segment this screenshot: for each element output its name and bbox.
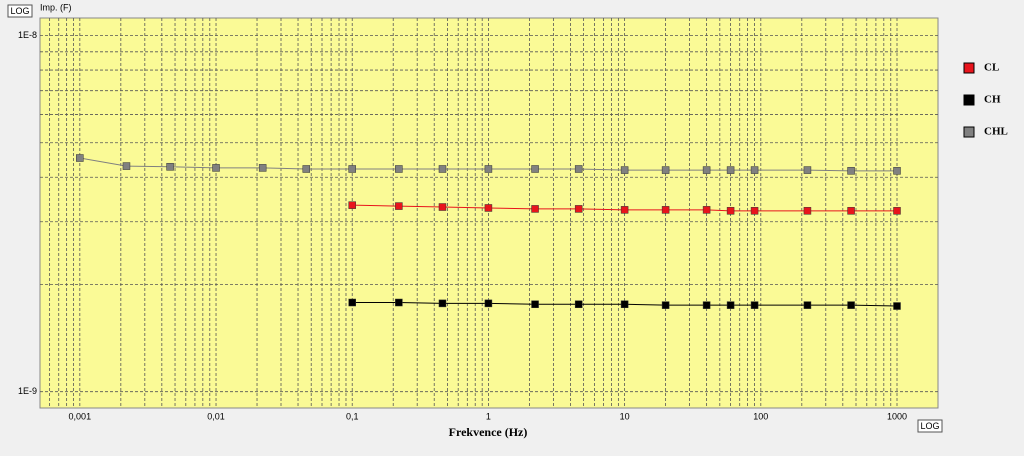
point-marker xyxy=(726,166,735,174)
y-tick-label: 1E-9 xyxy=(18,386,37,396)
point-marker xyxy=(122,162,131,170)
point-marker xyxy=(661,301,670,309)
point-marker xyxy=(395,298,403,307)
point-marker xyxy=(166,163,174,171)
point-marker xyxy=(803,207,812,215)
point-marker xyxy=(76,154,84,162)
point-marker xyxy=(574,165,583,173)
point-marker xyxy=(484,204,493,212)
x-tick-label: 0,1 xyxy=(346,411,359,421)
point-marker xyxy=(395,202,403,210)
x-tick-label: 0,001 xyxy=(69,411,92,421)
point-marker xyxy=(893,167,901,175)
series-line xyxy=(352,302,898,307)
legend-swatch xyxy=(963,94,975,106)
legend-label: CL xyxy=(984,62,999,74)
point-marker xyxy=(574,300,583,309)
x-tick-label: 0,01 xyxy=(207,411,225,421)
legend-label: CHL xyxy=(984,126,1008,138)
y-tick-label: 1E-8 xyxy=(18,30,37,40)
x-tick-label: 1 xyxy=(486,411,491,421)
point-marker xyxy=(847,207,855,215)
x-tick-label: 10 xyxy=(620,411,630,421)
point-marker xyxy=(726,301,735,309)
point-marker xyxy=(893,207,901,215)
point-marker xyxy=(847,167,855,175)
point-marker xyxy=(531,165,539,173)
point-marker xyxy=(484,299,493,308)
legend-swatch xyxy=(963,62,975,74)
point-marker xyxy=(258,164,267,172)
point-marker xyxy=(726,207,735,215)
series-line xyxy=(352,204,898,212)
point-marker xyxy=(750,166,759,174)
x-tick-label: 1000 xyxy=(887,411,907,421)
point-marker xyxy=(438,165,447,173)
point-marker xyxy=(702,166,711,174)
point-marker xyxy=(750,301,759,309)
plot-area xyxy=(39,17,939,409)
point-marker xyxy=(484,165,493,173)
point-marker xyxy=(893,302,901,310)
point-marker xyxy=(803,166,812,174)
point-marker xyxy=(620,206,629,214)
point-marker xyxy=(661,166,670,174)
point-marker xyxy=(750,207,759,215)
x-tick-label: 100 xyxy=(753,411,768,421)
point-marker xyxy=(574,205,583,213)
series-line xyxy=(79,157,898,172)
point-marker xyxy=(395,165,403,173)
y-axis-label: Imp. (F) xyxy=(40,2,72,12)
y-scale-badge-box xyxy=(7,4,33,18)
point-marker xyxy=(212,164,220,172)
point-marker xyxy=(531,300,539,309)
point-marker xyxy=(702,206,711,214)
legend-label: CH xyxy=(984,94,1001,106)
x-scale-badge-box xyxy=(917,419,943,433)
point-marker xyxy=(438,299,447,308)
point-marker xyxy=(348,298,356,307)
y-scale-badge: LOG xyxy=(10,6,29,16)
point-marker xyxy=(348,165,356,173)
point-marker xyxy=(348,201,356,209)
point-marker xyxy=(438,203,447,211)
x-axis-label: Frekvence (Hz) xyxy=(449,425,528,439)
point-marker xyxy=(661,206,670,214)
point-marker xyxy=(302,165,311,173)
point-marker xyxy=(847,301,855,309)
legend-swatch xyxy=(963,126,975,138)
point-marker xyxy=(620,300,629,309)
point-marker xyxy=(702,301,711,309)
point-marker xyxy=(803,301,812,309)
point-marker xyxy=(620,166,629,174)
point-marker xyxy=(531,205,539,213)
x-scale-badge: LOG xyxy=(920,421,939,431)
